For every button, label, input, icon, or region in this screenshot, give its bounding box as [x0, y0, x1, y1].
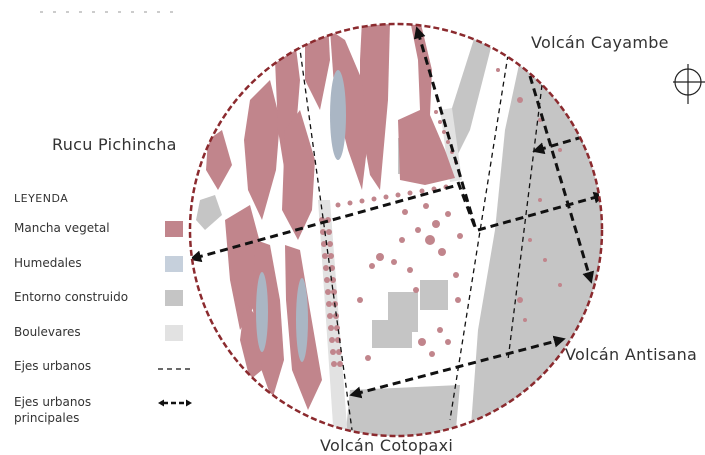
legend-item-vegetation: Mancha vegetal [14, 221, 189, 256]
legend-label: Boulevares [14, 324, 81, 339]
legend: LEYENDA Mancha vegetal Humedales Entorno… [14, 192, 192, 434]
legend-item-wetlands: Humedales [14, 255, 189, 291]
label-volcan-cotopaxi: Volcán Cotopaxi [320, 436, 454, 455]
label-volcan-cayambe: Volcán Cayambe [531, 33, 669, 52]
legend-swatch-built [165, 290, 183, 306]
legend-item-urban-axes: Ejes urbanos [14, 359, 192, 394]
legend-swatch-wetlands [165, 255, 183, 272]
legend-item-built: Entorno construido [14, 290, 189, 325]
study-area-boundary [188, 22, 604, 438]
legend-title: LEYENDA [14, 192, 69, 205]
study-area-circle [190, 24, 602, 436]
wetlands [256, 70, 346, 362]
tree-rows [319, 110, 458, 367]
legend-swatch-vegetation [165, 221, 183, 237]
compass-rose-icon [673, 64, 705, 104]
legend-label: Mancha vegetal [14, 221, 110, 235]
legend-item-boulevards: Boulevares [14, 324, 189, 360]
legend-label: Entorno construido [14, 290, 129, 304]
legend-swatch-boulevards [165, 324, 183, 341]
label-rucu-pichincha: Rucu Pichincha [52, 135, 177, 154]
main-urban-axes [190, 26, 602, 399]
legend-label: Humedales [14, 255, 82, 270]
legend-label-line2: principales [14, 410, 80, 425]
built-environment [196, 24, 602, 436]
legend-swatch-urban-axes [158, 368, 192, 370]
legend-label: Ejes urbanos [14, 359, 92, 373]
label-volcan-antisana: Volcán Antisana [565, 345, 698, 364]
legend-label: Ejes urbanos principales [14, 394, 91, 426]
legend-label-line1: Ejes urbanos [14, 394, 92, 409]
legend-item-main-axes: Ejes urbanos principales [14, 394, 192, 434]
legend-swatch-main-axes [158, 399, 192, 406]
